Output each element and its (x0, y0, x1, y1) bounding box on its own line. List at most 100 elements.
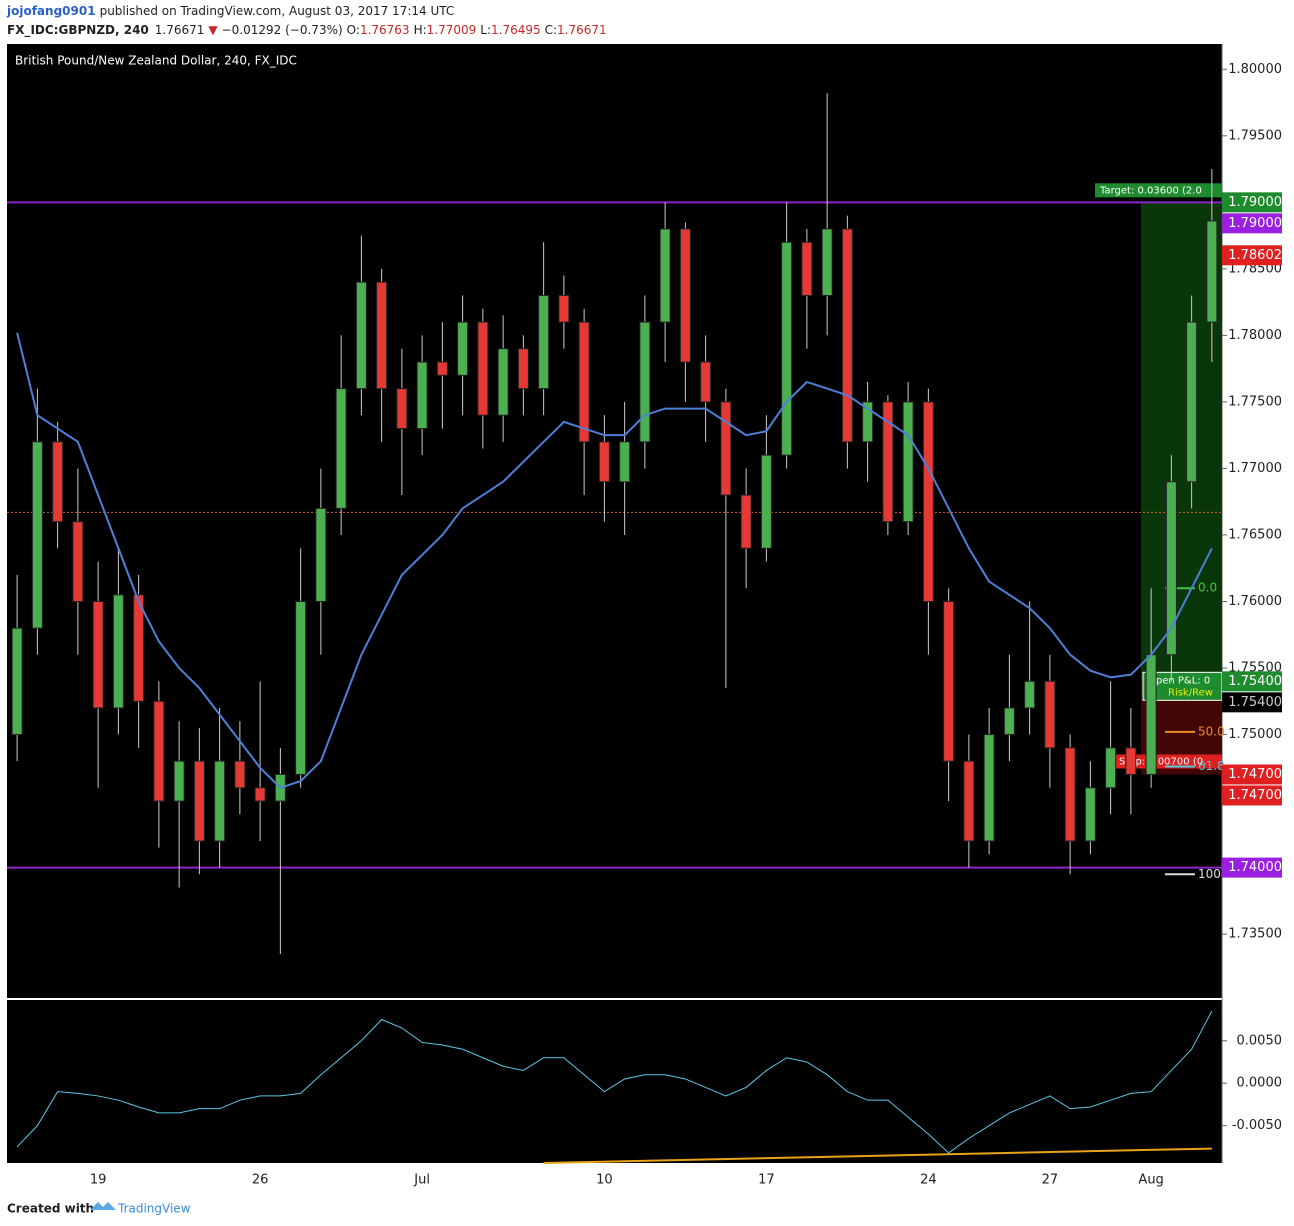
candle-body (538, 294, 550, 390)
candle-body (1145, 654, 1157, 775)
candle-body (801, 241, 813, 296)
candle-body (1024, 680, 1036, 709)
symbol: FX_IDC:GBPNZD, 240 (7, 23, 149, 38)
y-tick-label: 0.0000 (1237, 1076, 1283, 1091)
footer-brand[interactable]: TradingView (117, 1202, 191, 1216)
c-label: C: (545, 23, 557, 37)
price-tag-label: 1.74700 (1228, 788, 1282, 803)
pnl-label: Open P&L: 0 (1148, 675, 1210, 686)
y-tick-label: 1.73500 (1228, 927, 1282, 942)
y-tick-label: 1.77000 (1228, 461, 1282, 476)
candle-body (720, 401, 732, 496)
stop-tag (1115, 754, 1222, 769)
y-tick-label: 1.77500 (1228, 394, 1282, 409)
trendline (543, 1147, 1212, 1164)
candle-body (436, 361, 448, 376)
header-line-2: FX_IDC:GBPNZD, 240 1.76671 ▼ −0.01292 (−0.7… (7, 23, 607, 38)
candle-body (1186, 321, 1198, 483)
candle-body (11, 627, 23, 736)
target-label: Target: 0.03600 (2.0 (1099, 185, 1202, 196)
x-tick-label: 26 (252, 1173, 269, 1188)
price-tag (1222, 671, 1282, 692)
price-tag-label: 1.74000 (1228, 860, 1282, 875)
price-tag (1222, 785, 1282, 806)
price-tag-label: 1.74700 (1228, 767, 1282, 782)
published: published on TradingView.com, August 03,… (100, 4, 455, 18)
candle-body (315, 507, 327, 602)
y-tick-label: 1.78000 (1228, 328, 1282, 343)
x-tick-label: 24 (920, 1173, 937, 1188)
x-tick-label: Jul (413, 1173, 430, 1188)
chart-title: British Pound/New Zealand Dollar, 240, F… (15, 54, 297, 68)
author[interactable]: jojofang0901 (6, 4, 96, 18)
rr-label: Risk/Rew (1168, 687, 1213, 698)
arrow: ▼ (208, 23, 218, 37)
y-tick-label: 1.80000 (1228, 62, 1282, 77)
candle-body (943, 600, 955, 762)
fib-label: 50.0 (1198, 724, 1225, 738)
moving-average (16, 332, 1213, 789)
y-tick-label: 0.0050 (1237, 1033, 1283, 1048)
candle-body (1125, 747, 1137, 775)
price-tag (1222, 213, 1282, 234)
candle-body (254, 787, 266, 802)
candle-body (355, 281, 367, 390)
change: −0.01292 (−0.73%) (222, 23, 343, 37)
price-tag (1222, 245, 1282, 266)
x-tick-label: 19 (90, 1173, 107, 1188)
logo (90, 1202, 116, 1210)
price-tag (1222, 764, 1282, 785)
l-label: L: (480, 23, 491, 37)
candle-body (963, 760, 975, 842)
oscillator-pane (7, 1000, 1222, 1163)
candle-body (517, 348, 529, 390)
candle-body (639, 321, 651, 443)
candle-body (133, 594, 145, 702)
candle-body (477, 321, 489, 416)
candle-body (862, 401, 874, 443)
price-tag (1222, 192, 1282, 213)
candle-body (882, 401, 894, 523)
o-label: O: (347, 23, 360, 37)
candle-body (72, 521, 84, 602)
y-tick-label: 1.75000 (1228, 727, 1282, 742)
candle-body (92, 600, 104, 709)
fib-label: 0.0 (1198, 581, 1217, 595)
c: 1.76671 (557, 23, 607, 37)
candle-body (173, 760, 185, 802)
candle-body (1084, 787, 1096, 842)
x-tick-label: 17 (758, 1173, 775, 1188)
y-tick-label: 1.76500 (1228, 527, 1282, 542)
y-tick-label: 1.79500 (1228, 128, 1282, 143)
h-label: H: (414, 23, 427, 37)
candle-body (598, 441, 610, 483)
candle-body (781, 241, 793, 456)
header-line-1: jojofang0901 published on TradingView.com… (6, 4, 454, 18)
candle-body (153, 700, 165, 802)
candle-body (679, 228, 691, 363)
candle-body (740, 494, 752, 549)
candle-body (193, 760, 205, 842)
oscillator-line (16, 1010, 1213, 1154)
x-tick-label: 27 (1042, 1173, 1059, 1188)
candle-body (841, 228, 853, 443)
candle-body (234, 760, 246, 789)
footer-created: Created with (7, 1202, 94, 1216)
price-tag-label: 1.79000 (1228, 216, 1282, 231)
price-tag (1222, 857, 1282, 878)
candle-body (214, 760, 226, 842)
candle-body (659, 228, 671, 323)
candle-body (700, 361, 712, 403)
candle-body (295, 600, 307, 775)
o: 1.76763 (360, 23, 410, 37)
candle-body (335, 388, 347, 509)
candle-body (983, 734, 995, 842)
candle-body (416, 361, 428, 430)
candle-body (760, 454, 772, 549)
candle-body (112, 594, 124, 709)
fib-label: 100 (1198, 867, 1221, 881)
candle-body (52, 441, 64, 523)
candle-body (376, 281, 388, 390)
candle-body (558, 294, 570, 323)
x-tick-label: Aug (1138, 1173, 1163, 1188)
